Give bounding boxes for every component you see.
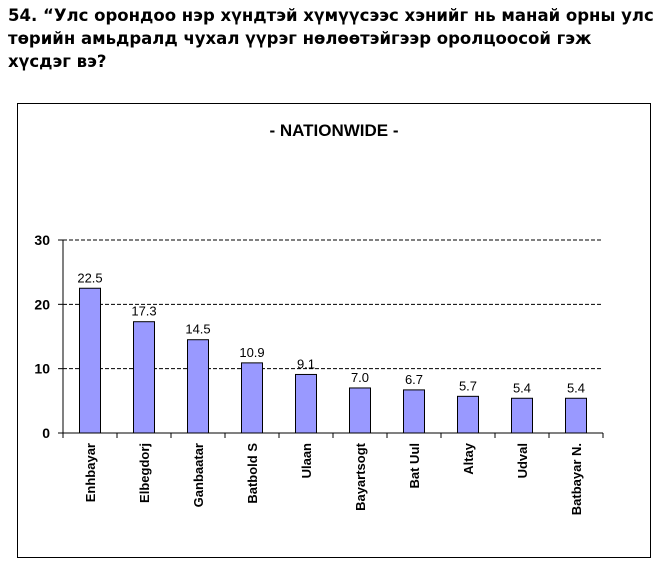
bar-elbegdorj — [133, 321, 155, 434]
bar-enhbayar — [79, 287, 101, 434]
y-tick-label: 0 — [42, 425, 50, 441]
bar-chart: - NATIONWIDE - 22.5 Enhbayar 17.3 Elbegdorj… — [34, 121, 604, 515]
value-label: 22.5 — [77, 270, 102, 285]
category-label: Ulaan — [299, 443, 314, 478]
value-label: 5.4 — [567, 380, 585, 395]
value-label: 7.0 — [351, 370, 369, 385]
bar-altay — [457, 395, 479, 434]
chart-title: - NATIONWIDE - — [269, 121, 398, 140]
value-label: 5.7 — [459, 378, 477, 393]
category-label: Udval — [515, 443, 530, 478]
category-label: Batbold S — [245, 443, 260, 504]
question-text: 54. “Улс орондоо нэр хүндтэй хүмүүсээс х… — [8, 6, 654, 71]
value-label: 14.5 — [185, 322, 210, 337]
category-label: Enhbayar — [83, 443, 98, 502]
category-label: Bayartsogt — [353, 442, 368, 511]
category-label: Batbayar N. — [569, 443, 584, 515]
bar-bayartsogt — [349, 387, 371, 434]
bar-batbold-s — [241, 362, 263, 434]
category-label: Bat Uul — [407, 443, 422, 489]
category-label: Elbegdorj — [137, 443, 152, 503]
category-label: Ganbaatar — [191, 443, 206, 507]
y-tick-label: 20 — [34, 296, 50, 312]
y-tick-label: 10 — [34, 361, 50, 377]
value-label: 9.1 — [297, 356, 315, 371]
value-label: 17.3 — [131, 304, 156, 319]
bar-bat-uul — [403, 389, 425, 434]
bar-ganbaatar — [187, 339, 209, 434]
bar-batbayar-n — [565, 397, 587, 434]
y-tick-label: 30 — [34, 232, 50, 248]
bar-ulaan — [295, 373, 317, 434]
value-label: 10.9 — [239, 345, 264, 360]
bar-udval — [511, 397, 533, 434]
value-label: 6.7 — [405, 372, 423, 387]
value-label: 5.4 — [513, 380, 531, 395]
chart-frame: - NATIONWIDE - 22.5 Enhbayar 17.3 Elbegdorj… — [17, 103, 651, 558]
category-label: Altay — [461, 442, 476, 475]
